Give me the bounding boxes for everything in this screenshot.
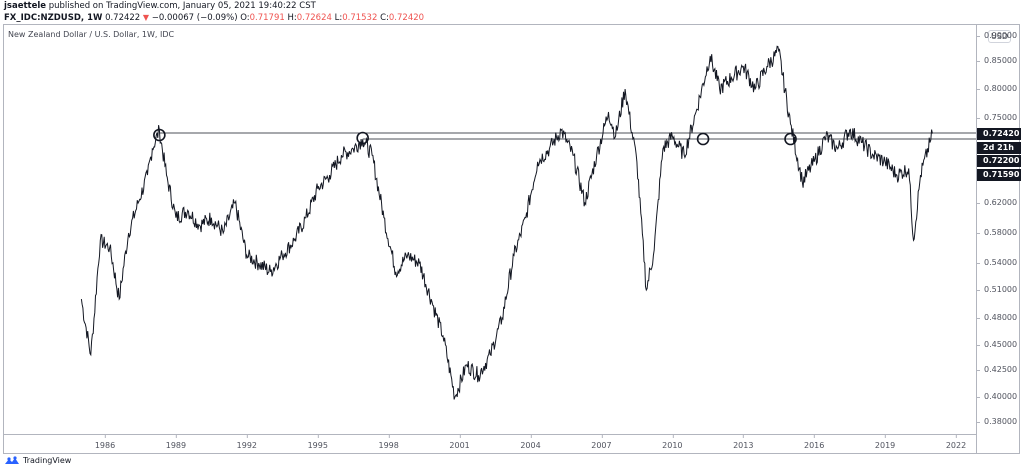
chart-legend: New Zealand Dollar / U.S. Dollar, 1W, ID… <box>8 30 175 39</box>
time-axis-tick: 1986 <box>95 435 115 450</box>
currency-badge[interactable]: USD <box>988 30 1012 43</box>
price-axis-tick: 0.45000 <box>977 339 1021 351</box>
countdown-badge: 2d 21h <box>977 142 1021 154</box>
price-axis-tick: 0.42500 <box>977 364 1021 376</box>
time-axis-tick: 1989 <box>166 435 186 450</box>
price-axis-tick: 0.38000 <box>977 416 1021 428</box>
level-price-badge: 0.72200 <box>977 155 1021 167</box>
high-value: 0.72624 <box>296 13 332 23</box>
circle-annotation <box>784 132 797 146</box>
price-axis[interactable]: 0.90000 0.85000 0.80000 0.75000 0.62000 0.580… <box>976 25 1021 453</box>
close-label: C: <box>380 13 389 23</box>
last-price-badge: 0.72420 <box>977 128 1021 140</box>
circle-annotations <box>153 128 797 146</box>
time-axis-tick: 1992 <box>237 435 257 450</box>
tradingview-branding: TradingView <box>4 456 71 465</box>
close-value: 0.72420 <box>388 13 425 23</box>
chart-frame <box>3 24 1020 454</box>
circle-annotation <box>356 131 369 145</box>
price-axis-tick: 0.48000 <box>977 312 1021 324</box>
open-value: 0.71791 <box>249 13 285 23</box>
price-axis-tick: 0.80000 <box>977 83 1021 95</box>
symbol-info: FX_IDC:NZDUSD, 1W 0.72422 ▼ −0.00067 (−0… <box>4 12 424 24</box>
author-name[interactable]: jsaettele <box>4 1 47 11</box>
level-price-badge: 0.71590 <box>977 169 1021 181</box>
price-chart <box>80 45 976 400</box>
price-axis-tick: 0.62000 <box>977 197 1021 209</box>
tradingview-label: TradingView <box>23 456 72 465</box>
time-axis-tick: 1995 <box>308 435 328 450</box>
publish-text: published on TradingView.com, January 05… <box>48 1 316 11</box>
price-axis-tick: 0.85000 <box>977 55 1021 67</box>
circle-annotation <box>696 132 710 146</box>
price-axis-tick: 0.40000 <box>977 391 1021 403</box>
time-axis-tick: 2016 <box>804 435 824 450</box>
price-axis-tick: 0.58000 <box>977 227 1021 239</box>
time-axis-tick: 2007 <box>591 435 612 450</box>
symbol-name: FX_IDC:NZDUSD, 1W <box>4 13 103 23</box>
time-axis[interactable]: 1986 1989 1992 1995 1998 2001 2004 2007 2010 2013… <box>4 434 976 453</box>
low-label: L: <box>334 13 343 23</box>
price-axis-tick: 0.54000 <box>977 257 1021 269</box>
time-axis-tick: 2022 <box>946 435 966 450</box>
price-axis-tick: 0.90000 <box>977 30 1021 42</box>
high-label: H: <box>287 13 297 23</box>
low-value: 0.71532 <box>342 13 378 23</box>
price-line <box>80 45 933 400</box>
time-axis-tick: 2010 <box>662 435 683 450</box>
price-axis-tick: 0.75000 <box>977 112 1021 124</box>
publish-info: jsaettele published on TradingView.com, … <box>4 1 316 12</box>
last-price: 0.72422 <box>105 13 141 23</box>
price-axis-tick: 0.51000 <box>977 284 1021 296</box>
circle-annotation <box>153 128 166 142</box>
price-change: −0.00067 (−0.09%) <box>151 13 238 23</box>
tradingview-logo-icon <box>5 456 19 464</box>
chart-plot-area[interactable] <box>4 25 976 434</box>
open-label: O: <box>240 13 250 23</box>
down-arrow-icon: ▼ <box>142 13 150 22</box>
time-axis-tick: 2013 <box>733 435 753 450</box>
time-axis-tick: 2004 <box>520 435 541 450</box>
time-axis-tick: 2001 <box>449 435 470 450</box>
time-axis-tick: 1998 <box>378 435 399 450</box>
time-axis-tick: 2019 <box>875 435 895 450</box>
